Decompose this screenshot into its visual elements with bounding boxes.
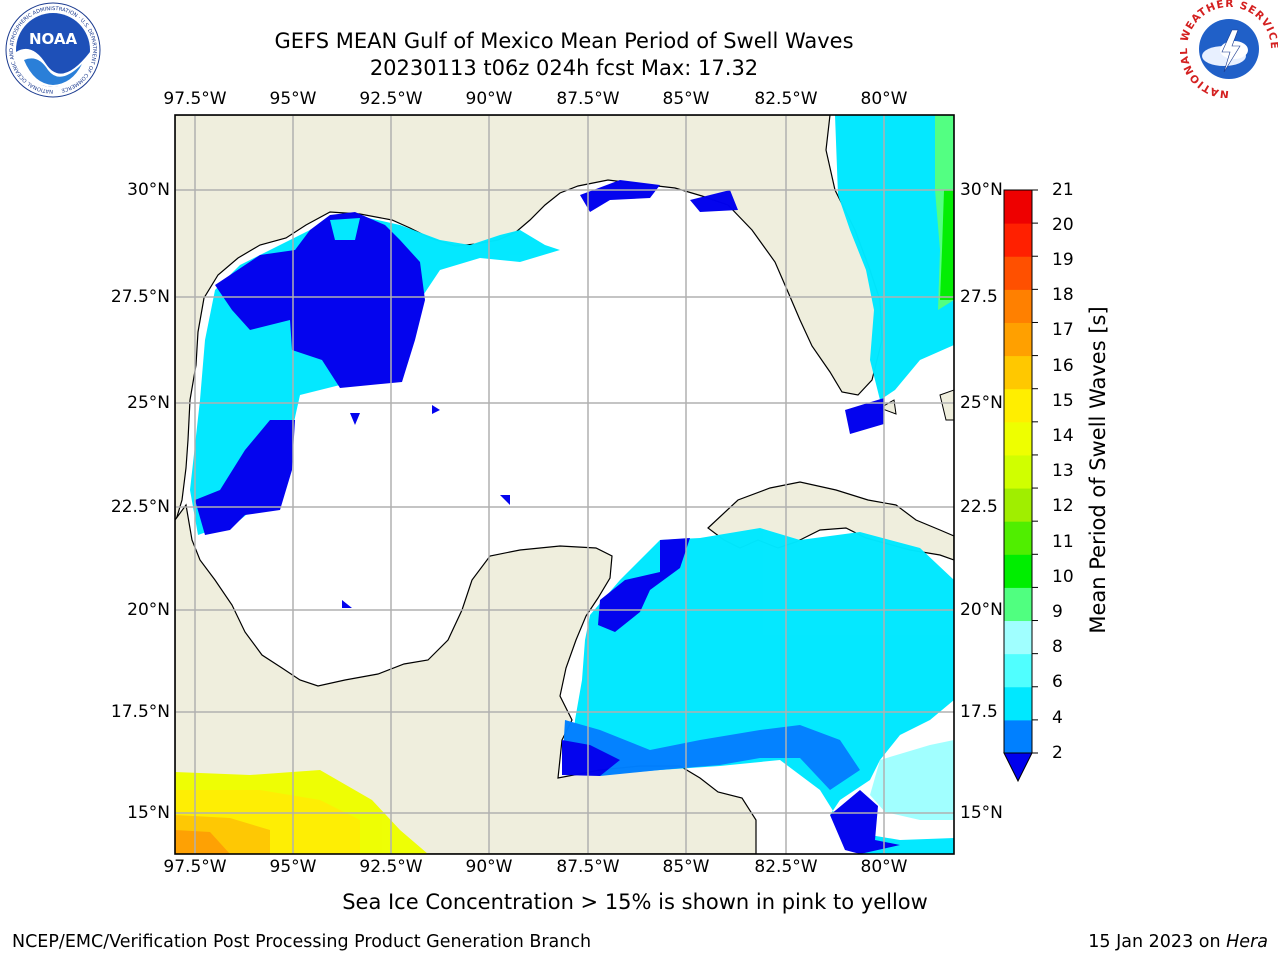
colorbar-segment bbox=[1004, 256, 1032, 290]
colorbar-segment bbox=[1004, 388, 1032, 423]
colorbar-tick: 16 bbox=[1052, 356, 1074, 376]
svg-text:NOAA: NOAA bbox=[29, 30, 78, 48]
lon-label: 90°W bbox=[465, 857, 513, 877]
colorbar-tick: 21 bbox=[1052, 180, 1074, 200]
lat-label: 22.5 bbox=[960, 497, 998, 517]
lat-label: 25°N bbox=[127, 393, 170, 413]
colorbar-segment bbox=[1004, 289, 1032, 323]
colorbar-segment bbox=[1004, 521, 1032, 555]
land-islands bbox=[878, 389, 954, 421]
colorbar-segment bbox=[1004, 719, 1032, 754]
lat-label: 25°N bbox=[960, 393, 1003, 413]
lon-label: 87.5°W bbox=[556, 857, 620, 877]
lat-label: 30°N bbox=[960, 180, 1003, 200]
lon-label: 92.5°W bbox=[359, 857, 423, 877]
lat-label: 15°N bbox=[127, 803, 170, 823]
lon-label: 95°W bbox=[269, 857, 317, 877]
noaa-logo: NOAA NATIONAL OCEANIC AND ATMOSPHERIC AD… bbox=[2, 2, 104, 98]
colorbar-tick: 11 bbox=[1052, 532, 1074, 552]
lat-label: 30°N bbox=[127, 180, 170, 200]
colorbar-segment bbox=[1004, 488, 1032, 522]
colorbar-tick: 2 bbox=[1052, 743, 1063, 763]
lon-label: 85°W bbox=[662, 857, 710, 877]
lat-label: 27.5°N bbox=[110, 287, 170, 307]
colorbar-tick: 15 bbox=[1052, 391, 1074, 411]
colorbar-border bbox=[1003, 189, 1033, 754]
footer-date-text: 15 Jan 2023 on bbox=[1088, 932, 1227, 952]
lon-label: 97.5°W bbox=[163, 89, 227, 109]
lon-label: 97.5°W bbox=[163, 857, 227, 877]
nws-logo: NATIONAL WEATHER SERVICE bbox=[1178, 0, 1279, 100]
colorbar-tick: 20 bbox=[1052, 215, 1074, 235]
footer-host: Hera bbox=[1226, 932, 1268, 952]
colorbar-segment bbox=[1004, 454, 1032, 489]
colorbar-segment bbox=[1004, 190, 1032, 224]
ice-note: Sea Ice Concentration > 15% is shown in … bbox=[342, 890, 928, 914]
map-border bbox=[174, 114, 955, 855]
lon-label: 80°W bbox=[860, 857, 908, 877]
lon-label: 82.5°W bbox=[754, 89, 818, 109]
colorbar-segment bbox=[1004, 322, 1032, 357]
lon-label: 80°W bbox=[860, 89, 908, 109]
lat-label: 15°N bbox=[960, 803, 1003, 823]
colorbar-segment bbox=[1004, 620, 1032, 655]
colorbar-tick: 9 bbox=[1052, 602, 1063, 622]
colorbar-tick: 18 bbox=[1052, 285, 1074, 305]
land-usa bbox=[175, 115, 883, 521]
colorbar-segment bbox=[1004, 554, 1032, 588]
lat-label: 22.5°N bbox=[110, 497, 170, 517]
lon-label: 82.5°W bbox=[754, 857, 818, 877]
lon-label: 85°W bbox=[662, 89, 710, 109]
graticule bbox=[175, 115, 954, 854]
colorbar-segment bbox=[1004, 653, 1032, 688]
colorbar-tick: 13 bbox=[1052, 461, 1074, 481]
lat-label: 17.5°N bbox=[110, 702, 170, 722]
lat-label: 17.5 bbox=[960, 702, 998, 722]
colorbar-segment bbox=[1004, 421, 1032, 456]
colorbar-tick: 8 bbox=[1052, 637, 1063, 657]
lat-label: 27.5 bbox=[960, 287, 998, 307]
chart-title: GEFS MEAN Gulf of Mexico Mean Period of … bbox=[274, 29, 854, 53]
colorbar-segment bbox=[1004, 355, 1032, 390]
colorbar-label: Mean Period of Swell Waves [s] bbox=[1086, 306, 1110, 634]
lat-label: 20°N bbox=[960, 600, 1003, 620]
colorbar-tick: 4 bbox=[1052, 708, 1063, 728]
colorbar-tick: 14 bbox=[1052, 426, 1074, 446]
colorbar-tick: 12 bbox=[1052, 496, 1074, 516]
colorbar bbox=[1003, 189, 1038, 783]
footer-credit: NCEP/EMC/Verification Post Processing Pr… bbox=[12, 932, 592, 952]
chart-subtitle: 20230113 t06z 024h fcst Max: 17.32 bbox=[369, 56, 759, 80]
colorbar-tick: 17 bbox=[1052, 320, 1074, 340]
lon-label: 95°W bbox=[269, 89, 317, 109]
lon-label: 87.5°W bbox=[556, 89, 620, 109]
colorbar-tick: 6 bbox=[1052, 672, 1063, 692]
lon-label: 90°W bbox=[465, 89, 513, 109]
colorbar-segment bbox=[1004, 587, 1032, 622]
colorbar-tick: 19 bbox=[1052, 250, 1074, 270]
lat-label: 20°N bbox=[127, 600, 170, 620]
colorbar-segment bbox=[1004, 223, 1032, 257]
lon-label: 92.5°W bbox=[359, 89, 423, 109]
footer-date: 15 Jan 2023 on Hera bbox=[1088, 932, 1268, 952]
colorbar-tick: 10 bbox=[1052, 567, 1074, 587]
colorbar-segment bbox=[1004, 686, 1032, 721]
colorbar-extend bbox=[1003, 752, 1033, 783]
